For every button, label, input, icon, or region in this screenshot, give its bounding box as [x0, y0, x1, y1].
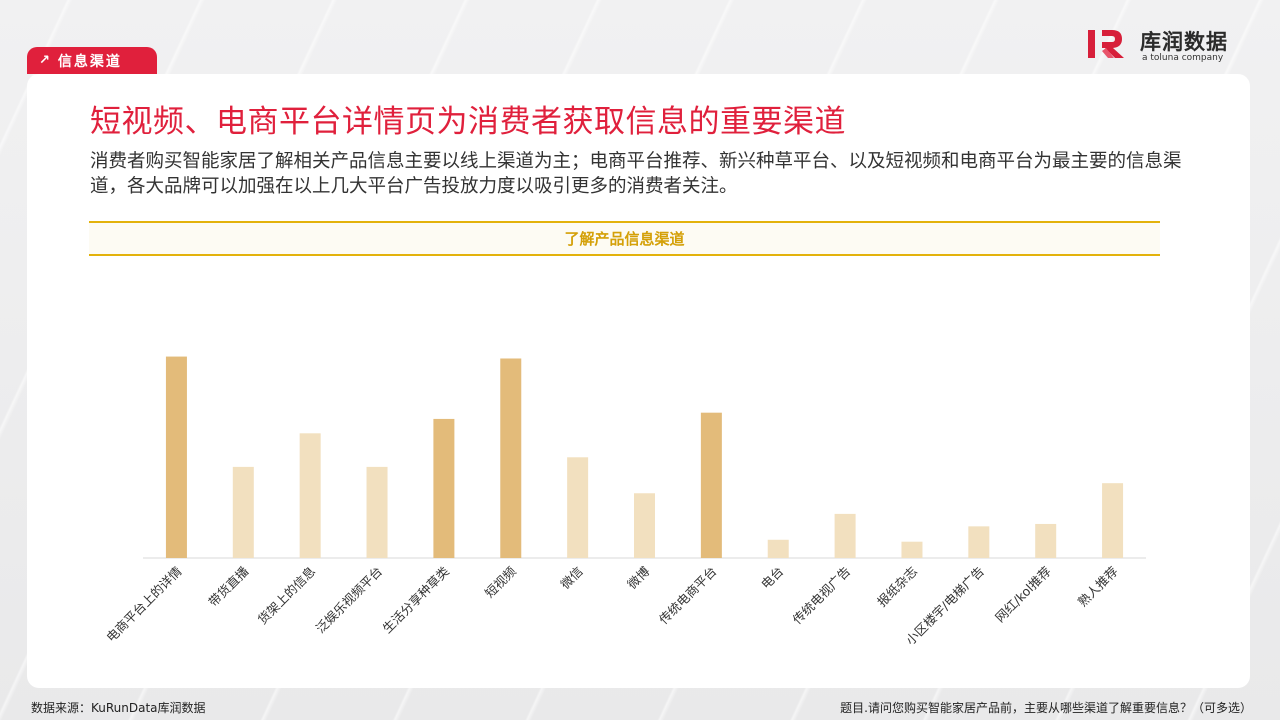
bar-1 [165, 356, 187, 558]
bar-6 [500, 358, 522, 558]
logo-text-cn: 库润数据 [1140, 30, 1228, 54]
x-tick-label-1: 电商平台上的详情 [103, 564, 184, 645]
bar-2 [232, 466, 254, 558]
x-tick-label-9: 传统电商平台 [656, 564, 720, 628]
page-description: 消费者购买智能家居了解相关产品信息主要以线上渠道为主；电商平台推荐、新兴种草平台… [90, 151, 1182, 197]
x-tick-label-2: 带货直播 [205, 563, 251, 609]
section-tag-label: 信息渠道 [57, 53, 122, 70]
x-tick-label-15: 熟人推荐 [1075, 564, 1121, 610]
x-tick-label-12: 报纸杂志 [874, 564, 920, 610]
bar-12 [901, 541, 923, 558]
bar-9 [700, 412, 722, 558]
footer-question: 题目.请问您购买智能家居产品前，主要从哪些渠道了解重要信息？（可多选） [840, 701, 1252, 715]
bar-8 [634, 493, 655, 558]
bar-7 [567, 457, 589, 558]
x-tick-label-8: 微博 [624, 563, 653, 592]
footer-source: 数据来源：KuRunData库润数据 [31, 701, 206, 715]
page-title: 短视频、电商平台详情页为消费者获取信息的重要渠道 [90, 104, 846, 140]
bar-11 [834, 513, 856, 558]
x-tick-label-5: 生活分享种草类 [380, 563, 453, 636]
arrow-up-right-icon: ↗ [39, 53, 50, 68]
x-tick-label-7: 微信 [557, 564, 585, 592]
content-card [27, 74, 1250, 688]
kurundata-logo-icon [1088, 30, 1124, 58]
x-tick-label-10: 电台 [758, 564, 786, 592]
bar-10 [767, 539, 789, 558]
x-tick-label-14: 网红/kol推荐 [992, 564, 1054, 626]
bar-15 [1102, 483, 1124, 558]
bar-13 [968, 526, 990, 558]
x-tick-label-11: 传统电视广告 [790, 564, 854, 628]
x-tick-label-4: 泛娱乐视频平台 [313, 564, 385, 636]
bar-3 [299, 433, 321, 558]
bar-14 [1035, 523, 1057, 558]
bar-4 [366, 466, 388, 558]
chart-title: 了解产品信息渠道 [89, 221, 1160, 256]
x-tick-label-3: 货架上的信息 [255, 564, 319, 628]
x-tick-label-6: 短视频 [482, 563, 519, 600]
logo-text-en: a toluna company [1142, 53, 1224, 63]
section-tag: ↗ 信息渠道 [27, 47, 157, 74]
bar-5 [433, 418, 455, 558]
